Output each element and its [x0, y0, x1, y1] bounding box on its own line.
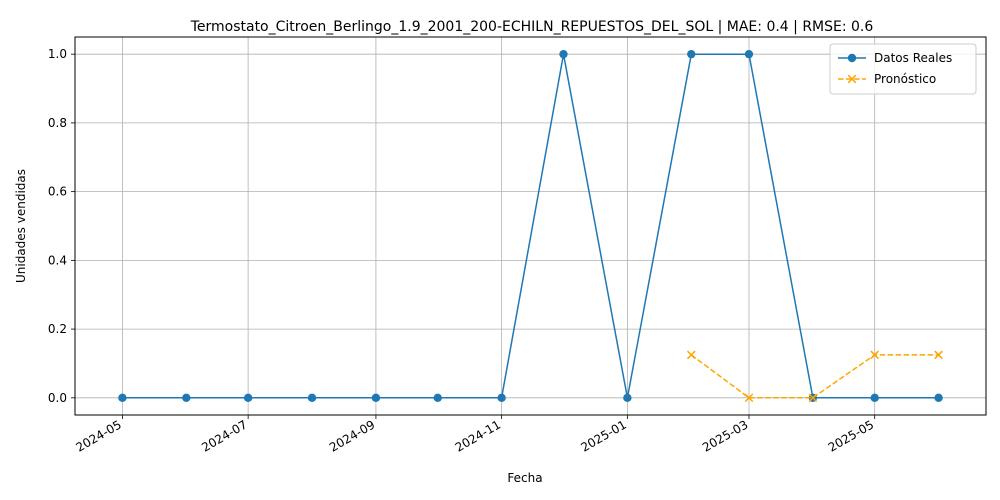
legend: Datos Reales Pronóstico	[829, 43, 977, 95]
data-point	[870, 350, 880, 360]
data-point	[934, 393, 943, 403]
series-line-0	[122, 53, 939, 399]
legend-label-0: Datos Reales	[874, 51, 952, 65]
y-tick-label: 0.2	[48, 322, 67, 336]
y-tick-label: 1.0	[48, 47, 67, 61]
x-axis-label: Fecha	[507, 471, 542, 485]
data-point	[497, 393, 506, 403]
data-point	[744, 49, 754, 59]
data-point	[118, 393, 127, 403]
y-tick-label: 0.4	[48, 253, 67, 267]
data-point-stroke	[808, 393, 818, 403]
data-point-stroke	[870, 350, 880, 360]
chart-title: Termostato_Citroen_Berlingo_1.9_2001_200…	[190, 19, 874, 35]
plot-frame	[74, 36, 987, 416]
data-point-stroke	[686, 350, 696, 360]
data-point	[687, 49, 696, 59]
y-tick-label: 0.0	[48, 391, 67, 405]
data-point	[559, 49, 568, 59]
data-point	[243, 393, 253, 403]
data-point	[307, 393, 317, 403]
legend-box	[829, 43, 977, 95]
legend-marker	[847, 74, 857, 84]
legend-label-1: Pronóstico	[874, 72, 936, 86]
data-point	[623, 393, 632, 403]
series-layer	[118, 49, 943, 403]
legend-marker	[847, 53, 857, 63]
data-point	[371, 393, 381, 403]
data-point	[934, 350, 943, 360]
data-point	[433, 393, 442, 403]
data-point	[686, 350, 696, 360]
data-point-stroke	[744, 393, 754, 403]
y-tick-label: 0.8	[48, 116, 67, 130]
data-point	[744, 393, 754, 403]
data-point	[870, 393, 879, 403]
data-point-stroke	[934, 350, 943, 360]
data-point	[808, 393, 818, 403]
series-line-1	[690, 354, 939, 399]
data-point	[182, 393, 191, 403]
y-axis-label: Unidades vendidas	[14, 169, 28, 283]
y-tick-label: 0.6	[48, 185, 67, 199]
